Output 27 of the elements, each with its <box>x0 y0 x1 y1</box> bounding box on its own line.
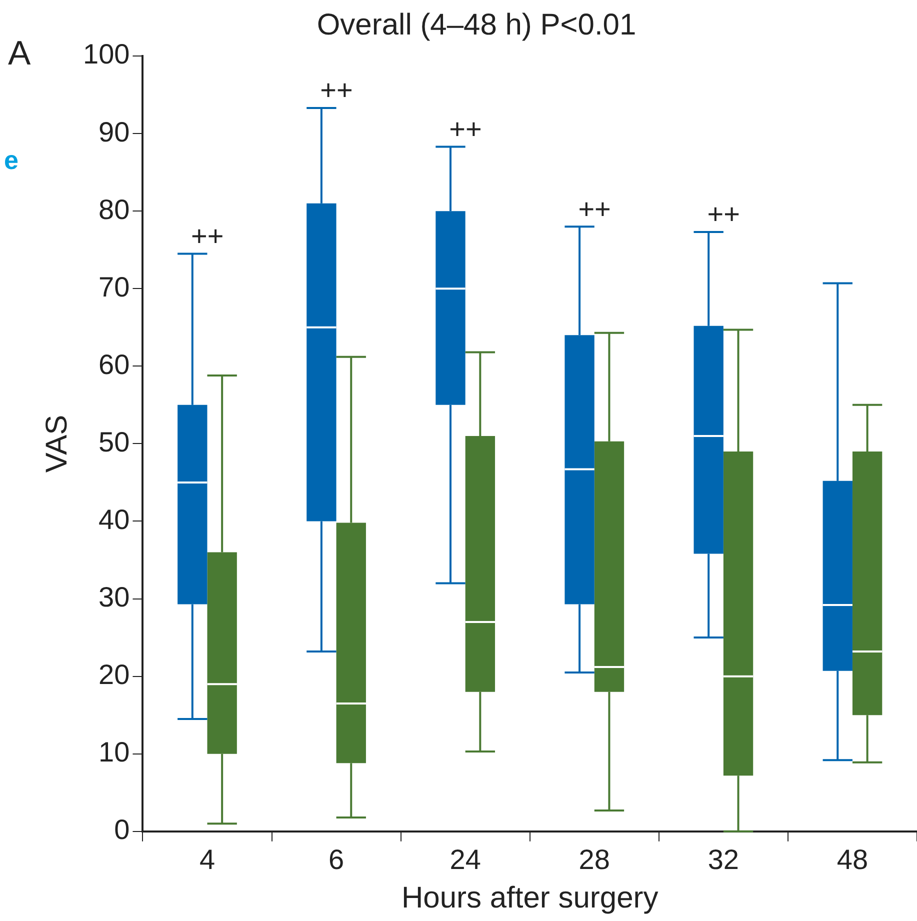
annotation: ++ <box>320 74 353 106</box>
x-tick-label: 48 <box>836 844 868 875</box>
y-tick-label: 40 <box>98 504 130 535</box>
x-tick-label: 24 <box>450 844 481 875</box>
y-tick-label: 100 <box>83 38 130 70</box>
x-tick-label: 32 <box>708 844 740 875</box>
text: e <box>4 145 18 176</box>
y-tick-label: 80 <box>98 194 130 225</box>
annotation: ++ <box>578 193 611 224</box>
y-tick-label: 30 <box>98 582 130 612</box>
y-tick-label: 0 <box>114 814 130 846</box>
chart-title: Overall (4–48 h) P<0.01 <box>316 8 636 42</box>
y-tick-label: 90 <box>98 116 130 148</box>
annotation: ++ <box>449 113 482 144</box>
y-tick-label: 70 <box>98 271 130 302</box>
y-tick-label: 60 <box>98 348 130 380</box>
x-tick-label: 4 <box>199 844 216 875</box>
x-tick-label: 28 <box>578 844 610 875</box>
x-axis-title: Hours after surgery <box>401 881 658 914</box>
y-tick-label: 10 <box>98 736 130 768</box>
x-tick-label: 6 <box>328 844 344 875</box>
annotation: ++ <box>191 220 224 252</box>
y-tick-label: 50 <box>98 426 130 458</box>
text: A <box>8 34 31 72</box>
annotation: ++ <box>707 198 740 230</box>
y-axis-title: VAS <box>40 414 74 473</box>
y-tick-label: 20 <box>98 659 130 690</box>
